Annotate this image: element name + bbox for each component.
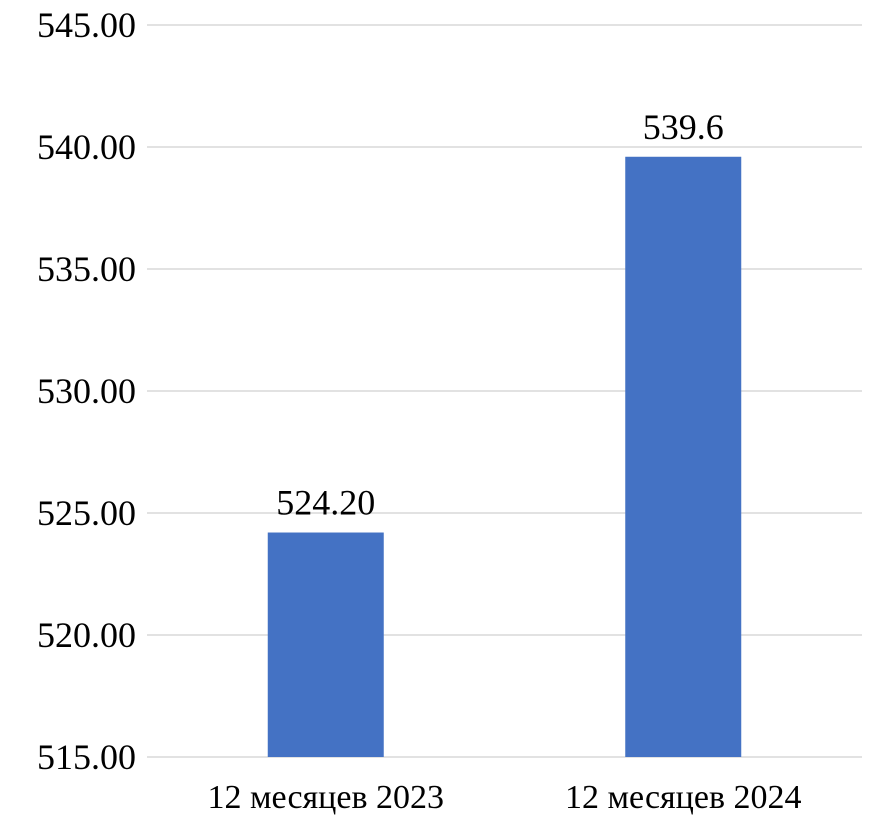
x-category-label: 12 месяцев 2023 bbox=[207, 779, 444, 816]
bars bbox=[267, 156, 742, 757]
bar bbox=[625, 156, 742, 757]
bar-value-label: 524.20 bbox=[276, 483, 375, 523]
y-tick-label: 520.00 bbox=[37, 615, 136, 655]
y-tick-label: 545.00 bbox=[37, 5, 136, 45]
y-tick-label: 530.00 bbox=[37, 371, 136, 411]
bar-value-label: 539.6 bbox=[643, 107, 724, 147]
y-tick-label: 535.00 bbox=[37, 249, 136, 289]
y-axis-tick-labels: 515.00 520.00 525.00 530.00 535.00 540.00 545.… bbox=[37, 5, 136, 777]
gridlines bbox=[147, 24, 862, 758]
y-tick-label: 540.00 bbox=[37, 127, 136, 167]
y-tick-label: 525.00 bbox=[37, 493, 136, 533]
data-labels: 524.20 539.6 bbox=[276, 107, 724, 523]
y-tick-label: 515.00 bbox=[37, 737, 136, 777]
bar bbox=[267, 532, 384, 757]
x-axis-category-labels: 12 месяцев 2023 12 месяцев 2024 bbox=[207, 779, 801, 816]
x-category-label: 12 месяцев 2024 bbox=[565, 779, 802, 816]
